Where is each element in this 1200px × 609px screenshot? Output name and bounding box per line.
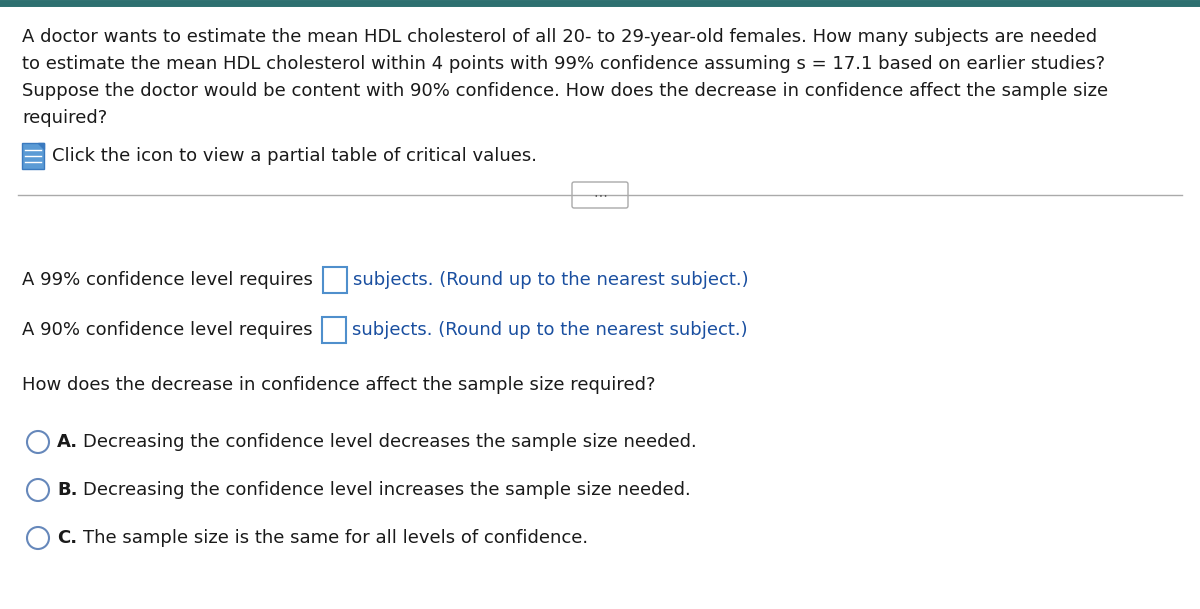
Text: A doctor wants to estimate the mean HDL cholesterol of all 20- to 29-year-old fe: A doctor wants to estimate the mean HDL … [22, 28, 1097, 46]
FancyBboxPatch shape [323, 267, 347, 293]
Circle shape [28, 479, 49, 501]
FancyBboxPatch shape [572, 182, 628, 208]
Text: Click the icon to view a partial table of critical values.: Click the icon to view a partial table o… [52, 147, 538, 165]
Polygon shape [38, 143, 44, 149]
Text: required?: required? [22, 109, 107, 127]
Text: subjects. (Round up to the nearest subject.): subjects. (Round up to the nearest subje… [353, 321, 748, 339]
Text: How does the decrease in confidence affect the sample size required?: How does the decrease in confidence affe… [22, 376, 655, 394]
Text: A 90% confidence level requires: A 90% confidence level requires [22, 321, 318, 339]
Circle shape [28, 527, 49, 549]
Text: A 99% confidence level requires: A 99% confidence level requires [22, 271, 319, 289]
Text: A.: A. [58, 433, 78, 451]
Text: Suppose the doctor would be content with 90% confidence. How does the decrease i: Suppose the doctor would be content with… [22, 82, 1108, 100]
FancyBboxPatch shape [323, 317, 347, 343]
Text: ⋯: ⋯ [593, 188, 607, 202]
Text: The sample size is the same for all levels of confidence.: The sample size is the same for all leve… [83, 529, 588, 547]
Text: Decreasing the confidence level increases the sample size needed.: Decreasing the confidence level increase… [83, 481, 691, 499]
Text: B.: B. [58, 481, 78, 499]
Text: Decreasing the confidence level decreases the sample size needed.: Decreasing the confidence level decrease… [83, 433, 697, 451]
Text: to estimate the mean HDL cholesterol within 4 points with 99% confidence assumin: to estimate the mean HDL cholesterol wit… [22, 55, 1105, 73]
FancyBboxPatch shape [22, 143, 44, 169]
Circle shape [28, 431, 49, 453]
Text: C.: C. [58, 529, 77, 547]
Text: subjects. (Round up to the nearest subject.): subjects. (Round up to the nearest subje… [353, 271, 749, 289]
